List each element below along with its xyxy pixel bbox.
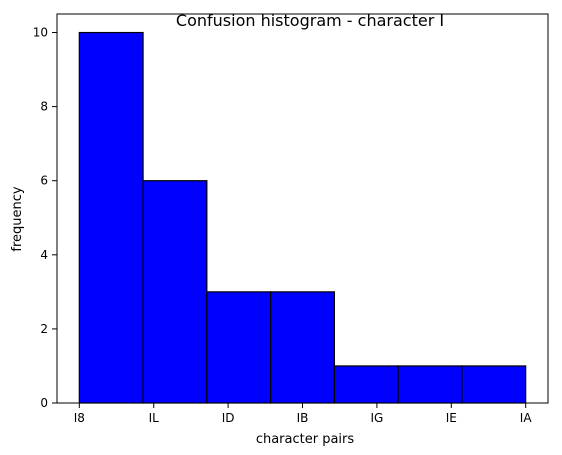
y-tick-label-0: 0 (40, 396, 48, 410)
histogram-bar-4 (333, 365, 399, 404)
x-tick-label-6: IA (520, 411, 533, 425)
x-tick-label-2: ID (222, 411, 235, 425)
x-tick-label-4: IG (370, 411, 383, 425)
histogram-bar-5 (397, 365, 463, 404)
y-axis-ticks: 0 2 4 6 8 10 (33, 26, 57, 410)
y-tick-label-5: 10 (33, 26, 48, 40)
x-tick-label-5: IE (446, 411, 457, 425)
x-tick-label-0: I8 (74, 411, 85, 425)
x-axis-label: character pairs (256, 432, 355, 447)
y-axis-label: frequency (10, 186, 25, 252)
y-tick-label-1: 2 (40, 322, 48, 336)
y-tick-label-3: 6 (40, 174, 48, 188)
y-tick-label-2: 4 (40, 248, 48, 262)
x-tick-label-1: IL (149, 411, 160, 425)
x-tick-label-3: IB (297, 411, 309, 425)
histogram-bar-6 (461, 365, 527, 404)
chart-title: Confusion histogram - character I (176, 11, 444, 30)
histogram-bars (78, 31, 527, 404)
x-axis-ticks: I8 IL ID IB IG IE IA (74, 403, 533, 425)
histogram-bar-2 (206, 291, 272, 404)
histogram-bar-0 (78, 31, 144, 404)
histogram-bar-1 (142, 180, 208, 404)
histogram-bar-3 (270, 291, 335, 404)
y-tick-label-4: 8 (40, 100, 48, 114)
